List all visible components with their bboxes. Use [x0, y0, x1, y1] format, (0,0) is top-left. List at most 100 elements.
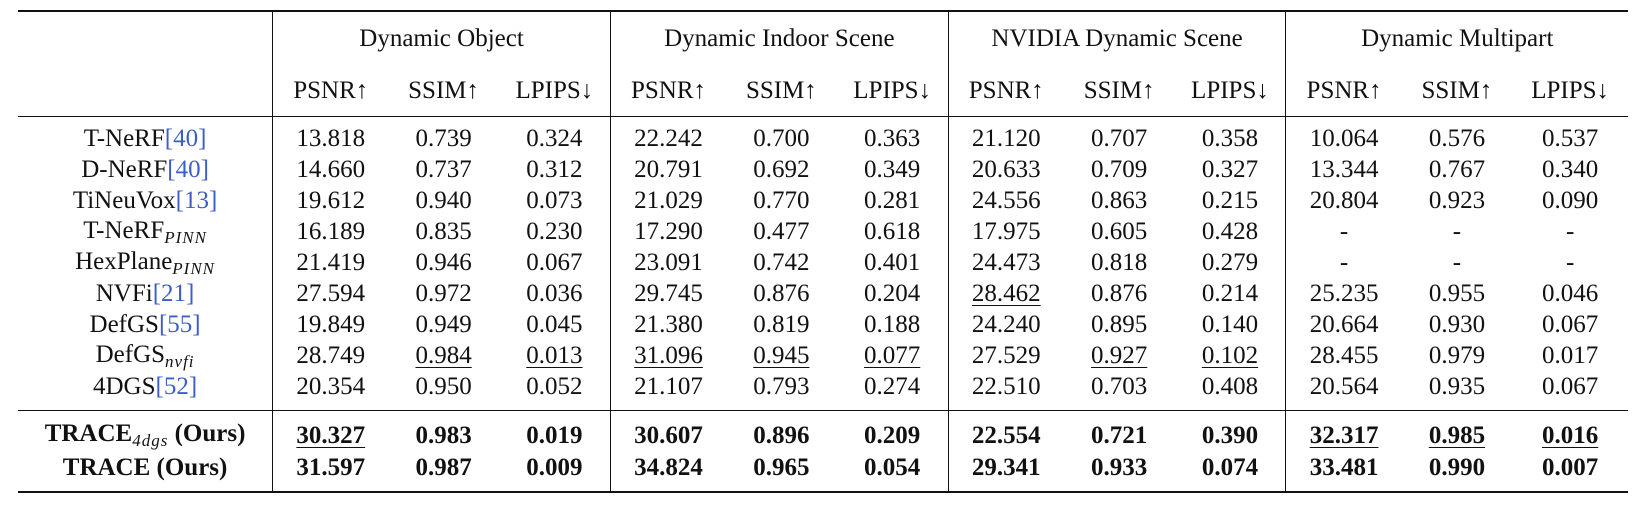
value: 0.408 — [1201, 373, 1259, 400]
value-cell: 0.007 — [1512, 451, 1628, 493]
value-cell: 0.985 — [1401, 410, 1513, 451]
value-cell: 0.876 — [1064, 278, 1175, 309]
value: 24.240 — [971, 311, 1041, 338]
value: 22.510 — [971, 373, 1041, 400]
value: 0.618 — [864, 218, 921, 245]
value-cell: 0.363 — [836, 116, 949, 154]
method-subscript: 4dgs — [132, 431, 169, 450]
value-cell: 22.242 — [610, 117, 726, 155]
value-cell: 0.721 — [1063, 410, 1175, 451]
citation-link[interactable]: [40] — [167, 156, 209, 183]
value: 0.985 — [1428, 421, 1486, 449]
value: 0.477 — [753, 218, 810, 245]
value-cell: 0.946 — [388, 247, 499, 278]
value-cell: 0.054 — [836, 451, 949, 493]
citation-link[interactable]: [55] — [158, 311, 201, 338]
value: 0.188 — [864, 311, 921, 338]
citation-link[interactable]: [52] — [155, 373, 198, 400]
value: 21.120 — [971, 125, 1041, 152]
value: 19.612 — [296, 187, 366, 214]
value: 24.556 — [971, 187, 1041, 214]
value: 0.742 — [753, 249, 810, 276]
value: 0.067 — [1541, 373, 1599, 400]
ours-row: TRACE (Ours) 31.597 0.987 0.009 34.824 0.965 0… — [18, 451, 1628, 493]
metric-header: PSNR↑ — [610, 64, 727, 117]
baseline-row: T-NeRF[40] 13.818 0.739 0.324 22.242 0.700 0.3… — [18, 116, 1628, 155]
value: 21.029 — [634, 187, 703, 214]
value-cell: 0.707 — [1064, 117, 1175, 155]
method-name: TRACE — [44, 420, 133, 447]
value-cell: 0.990 — [1401, 451, 1513, 493]
method-cell: DefGSnvfi — [18, 340, 274, 371]
value: 28.749 — [296, 342, 366, 369]
value-cell: 0.019 — [498, 410, 611, 451]
value-cell: 0.017 — [1512, 340, 1628, 371]
value-cell: 20.791 — [610, 154, 726, 185]
value-cell: 0.036 — [498, 278, 611, 309]
method-subscript: nvfi — [165, 351, 195, 371]
value-cell: 0.204 — [836, 278, 949, 309]
value: 28.455 — [1309, 342, 1379, 369]
value-cell: 16.189 — [273, 216, 389, 247]
value-cell: 0.067 — [1512, 309, 1628, 340]
value-cell: 20.354 — [273, 371, 389, 411]
value: - — [1452, 249, 1462, 276]
value: 0.046 — [1541, 280, 1599, 307]
value: 0.067 — [526, 249, 583, 276]
method-cell: 4DGS[52] — [18, 371, 274, 411]
method-name: HexPlane — [75, 247, 173, 275]
value-cell: 0.009 — [498, 451, 611, 493]
method-name: NVFi — [95, 280, 153, 307]
value: 0.274 — [864, 373, 921, 400]
value: 0.737 — [415, 156, 472, 183]
value-cell: 24.473 — [948, 247, 1064, 278]
value: - — [1565, 249, 1575, 276]
value-cell: 20.564 — [1286, 371, 1402, 411]
group-header-row: Dynamic Object Dynamic Indoor Scene NVID… — [18, 10, 1628, 64]
value: 21.107 — [634, 373, 703, 400]
value-cell: - — [1512, 216, 1628, 247]
baseline-row: DefGS[55] 19.849 0.949 0.045 21.380 0.819 0.18… — [18, 309, 1628, 340]
value: 0.933 — [1091, 453, 1148, 481]
value-cell: 0.274 — [836, 371, 949, 411]
value: 0.102 — [1201, 342, 1259, 369]
method-cell: TRACE4dgs (Ours) — [18, 410, 274, 451]
value-cell: 0.045 — [498, 309, 611, 340]
citation-link[interactable]: [13] — [175, 187, 218, 214]
value-cell: 0.067 — [498, 247, 611, 278]
value-cell: 0.401 — [836, 247, 949, 278]
value: 0.950 — [415, 373, 472, 400]
value-cell: 0.390 — [1174, 410, 1287, 451]
value: 25.235 — [1309, 280, 1379, 307]
metric-header: LPIPS↓ — [1512, 64, 1628, 117]
method-name: TRACE — [62, 453, 151, 481]
value: 0.349 — [864, 156, 921, 183]
value: 0.007 — [1541, 453, 1599, 481]
value: 17.975 — [971, 218, 1041, 245]
value: 31.597 — [296, 453, 366, 481]
value-cell: 28.455 — [1286, 340, 1402, 371]
value: 0.923 — [1428, 187, 1486, 214]
value-cell: 14.660 — [273, 154, 389, 185]
value-cell: 0.927 — [1064, 340, 1175, 371]
value: 32.317 — [1309, 421, 1379, 449]
value: 0.818 — [1091, 249, 1148, 276]
method-cell: T-NeRF[40] — [18, 116, 274, 154]
value-cell: 0.983 — [388, 410, 499, 451]
value: 0.793 — [753, 373, 810, 400]
corner-cell — [18, 64, 274, 117]
value: 0.979 — [1428, 342, 1486, 369]
value-cell: 0.477 — [726, 216, 837, 247]
metric-header: LPIPS↓ — [498, 64, 611, 117]
value-cell: 29.745 — [610, 278, 726, 309]
value-cell: 27.594 — [273, 278, 389, 309]
value: 0.946 — [415, 249, 472, 276]
citation-link[interactable]: [40] — [164, 125, 207, 152]
value: 0.209 — [864, 421, 921, 449]
method-name: DefGS — [95, 340, 166, 368]
citation-link[interactable]: [21] — [152, 280, 195, 307]
value-cell: 0.340 — [1512, 154, 1628, 185]
value-cell: 0.327 — [1174, 154, 1287, 185]
value: 20.791 — [634, 156, 703, 183]
group-header: NVIDIA Dynamic Scene — [948, 10, 1287, 64]
